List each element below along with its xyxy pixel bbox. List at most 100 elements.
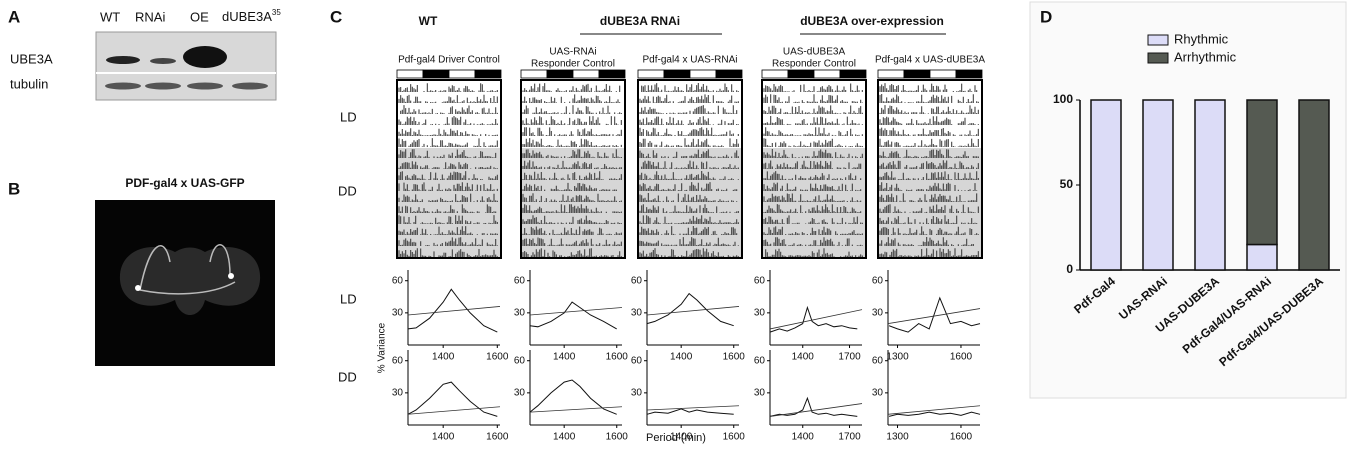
light-dark-bar (788, 70, 814, 78)
light-dark-bar (475, 70, 501, 78)
superscript: 35 (272, 8, 281, 17)
periodogram-curve (770, 398, 857, 416)
periodogram-curve (530, 302, 617, 329)
lane-label: dUBE3A (222, 9, 272, 24)
x-tick-label: 1300 (886, 432, 909, 443)
lane-label: OE (190, 9, 209, 24)
x-tick-label: 1600 (723, 352, 746, 363)
y-tick-label: 60 (872, 355, 884, 366)
periodogram-curve (530, 380, 617, 414)
row-label: LD (340, 109, 357, 124)
light-dark-bar (956, 70, 982, 78)
x-tick-label: 1700 (838, 432, 861, 443)
group-label: dUBE3A over-expression (800, 14, 944, 28)
significance-line (408, 306, 500, 315)
light-dark-bar (573, 70, 599, 78)
x-tick-label: 1400 (553, 432, 576, 443)
row-label: tubulin (10, 76, 48, 91)
x-tick-label: 1400 (432, 352, 455, 363)
light-dark-bar (397, 70, 423, 78)
light-dark-bar (690, 70, 716, 78)
light-dark-bar (547, 70, 573, 78)
column-label: Responder Control (531, 59, 615, 70)
row-label: UBE3A (10, 51, 53, 66)
x-tick-label: 1400 (792, 352, 815, 363)
row-label: DD (338, 183, 357, 198)
lane-label: dUBE3A35 (222, 8, 281, 24)
x-tick-label: 1400 (432, 432, 455, 443)
legend-label: Rhythmic (1174, 31, 1229, 46)
y-tick-label: 30 (872, 387, 884, 398)
significance-line (530, 308, 622, 316)
bar-segment (1091, 100, 1121, 270)
light-dark-bar (638, 70, 664, 78)
panel-label: D (1040, 7, 1052, 26)
y-tick-label: 50 (1060, 177, 1074, 191)
cell-body (135, 285, 141, 291)
legend-swatch (1148, 53, 1168, 63)
y-tick-label: 30 (754, 307, 766, 318)
row-label: DD (338, 369, 357, 384)
group-label: dUBE3A RNAi (600, 14, 680, 28)
band (105, 83, 141, 90)
y-tick-label: 60 (754, 355, 766, 366)
legend-label: Arrhythmic (1174, 49, 1237, 64)
y-tick-label: 60 (514, 355, 526, 366)
significance-line (888, 309, 980, 324)
column-label: UAS-dUBE3A (783, 47, 846, 58)
light-dark-bar (521, 70, 547, 78)
x-tick-label: 1600 (950, 352, 973, 363)
y-tick-label: 60 (754, 275, 766, 286)
bar-segment (1247, 245, 1277, 271)
bar-segment (1195, 100, 1225, 270)
x-tick-label: 1400 (670, 352, 693, 363)
x-tick-label: 1600 (606, 352, 629, 363)
periodogram-curve (889, 298, 980, 332)
x-tick-label: 1600 (486, 432, 509, 443)
y-tick-label: 30 (872, 307, 884, 318)
y-tick-label: 30 (631, 307, 643, 318)
y-tick-label: 60 (392, 275, 404, 286)
column-label: Pdf-gal4 x UAS-RNAi (642, 55, 737, 66)
significance-line (647, 406, 739, 410)
band (145, 83, 181, 90)
lane-label: WT (100, 9, 120, 24)
panel-label: A (8, 7, 20, 26)
legend-swatch (1148, 35, 1168, 45)
row-label: LD (340, 291, 357, 306)
periodogram-curve (408, 382, 497, 416)
y-tick-label: 60 (631, 355, 643, 366)
panel-title: PDF-gal4 x UAS-GFP (125, 176, 244, 190)
y-tick-label: 30 (514, 307, 526, 318)
y-tick-label: 30 (631, 387, 643, 398)
y-tick-label: 0 (1066, 262, 1073, 276)
x-tick-label: 1300 (886, 352, 909, 363)
column-label: Responder Control (772, 59, 856, 70)
y-tick-label: 60 (631, 275, 643, 286)
column-label: UAS-RNAi (549, 47, 596, 58)
light-dark-bar (814, 70, 840, 78)
light-dark-bar (423, 70, 449, 78)
panel-label: B (8, 179, 20, 198)
significance-line (647, 306, 739, 315)
y-tick-label: 30 (392, 387, 404, 398)
light-dark-bar (449, 70, 475, 78)
bar-segment (1299, 100, 1329, 270)
x-tick-label: 1400 (553, 352, 576, 363)
cell-body (228, 273, 234, 279)
light-dark-bar (840, 70, 866, 78)
blot (96, 32, 276, 100)
bar-segment (1143, 100, 1173, 270)
x-tick-label: 1600 (950, 432, 973, 443)
light-dark-bar (664, 70, 690, 78)
light-dark-bar (930, 70, 956, 78)
lane-label: RNAi (135, 9, 165, 24)
band (106, 56, 140, 64)
band (232, 83, 268, 90)
y-tick-label: 30 (754, 387, 766, 398)
periodogram-curve (647, 294, 734, 326)
band (183, 46, 227, 68)
y-tick-label: 60 (872, 275, 884, 286)
significance-line (770, 310, 862, 329)
light-dark-bar (762, 70, 788, 78)
